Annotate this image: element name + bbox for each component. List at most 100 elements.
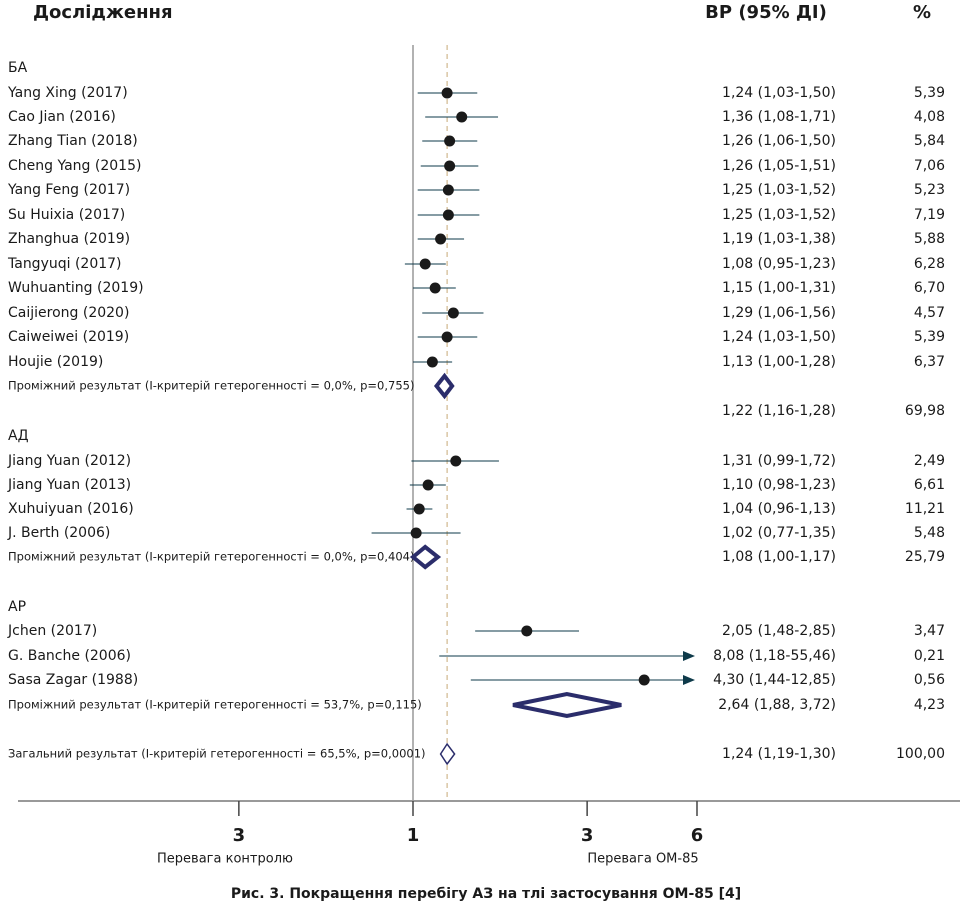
header-weight: % [913, 2, 931, 23]
weight-value: 2,49 [914, 453, 945, 469]
point-estimate [521, 625, 533, 637]
subtotal-effect-value: 1,22 (1,16-1,28) [722, 403, 836, 419]
point-estimate [447, 307, 459, 319]
study-label: Yang Feng (2017) [7, 182, 130, 198]
effect-value: 1,25 (1,03-1,52) [722, 207, 836, 223]
tick-label: 3 [233, 825, 246, 846]
weight-value: 6,70 [914, 280, 945, 296]
group-header: АД [8, 428, 29, 444]
weight-value: 11,21 [905, 501, 945, 517]
study-label: J. Berth (2006) [7, 525, 110, 541]
subtotal-diamond [409, 544, 442, 570]
point-estimate [435, 233, 447, 245]
point-estimate [441, 331, 453, 343]
group-header: АР [8, 599, 26, 615]
study-label: Cao Jian (2016) [8, 109, 116, 125]
effect-value: 1,15 (1,00-1,31) [722, 280, 836, 296]
subtotal-effect-value: 1,08 (1,00-1,17) [722, 549, 836, 565]
effect-value: 1,02 (0,77-1,35) [722, 525, 836, 541]
study-label: Zhanghua (2019) [8, 231, 130, 247]
effect-value: 1,04 (0,96-1,13) [722, 501, 836, 517]
weight-value: 5,39 [914, 85, 945, 101]
study-label: Jiang Yuan (2013) [7, 477, 131, 493]
weight-value: 6,61 [914, 477, 945, 493]
point-estimate [450, 455, 462, 467]
effect-value: 1,24 (1,03-1,50) [722, 329, 836, 345]
subtotal-diamond [433, 372, 455, 400]
weight-value: 5,48 [914, 525, 945, 541]
overall-effect-value: 1,24 (1,19-1,30) [722, 746, 836, 762]
point-estimate [444, 135, 456, 147]
effect-value: 8,08 (1,18-55,46) [713, 648, 836, 664]
favours-om85-label: Перевага ОМ-85 [587, 852, 698, 867]
point-estimate [422, 479, 434, 491]
subtotal-weight-value: 4,23 [914, 697, 945, 713]
subtotal-label: Проміжний результат (I-критерій гетероге… [8, 550, 414, 564]
point-estimate [638, 674, 650, 686]
tick-label: 3 [581, 825, 594, 846]
point-estimate [444, 160, 456, 172]
subtotal-weight-value: 69,98 [905, 403, 945, 419]
weight-value: 0,21 [914, 648, 945, 664]
effect-value: 1,31 (0,99-1,72) [722, 453, 836, 469]
study-label: Jchen (2017) [7, 623, 97, 639]
effect-value: 1,24 (1,03-1,50) [722, 85, 836, 101]
group-header: БА [8, 60, 28, 76]
effect-value: 1,19 (1,03-1,38) [722, 231, 836, 247]
point-estimate [442, 184, 454, 196]
subtotal-label: Проміжний результат (I-критерій гетероге… [8, 379, 414, 393]
overall-label: Загальний результат (I-критерій гетероге… [8, 747, 426, 761]
effect-value: 1,13 (1,00-1,28) [722, 354, 836, 370]
figure-caption: Рис. 3. Покращення перебігу АЗ на тлі за… [231, 886, 741, 902]
study-label: Jiang Yuan (2012) [7, 453, 131, 469]
effect-value: 1,29 (1,06-1,56) [722, 305, 836, 321]
study-label: Sasa Zagar (1988) [8, 672, 138, 688]
study-label: Houjie (2019) [8, 354, 103, 370]
study-label: Tangyuqi (2017) [7, 256, 122, 272]
ci-arrow-icon [683, 651, 695, 661]
point-estimate [426, 356, 438, 368]
weight-value: 5,88 [914, 231, 945, 247]
header-effect: ВР (95% ДІ) [705, 2, 827, 23]
study-label: G. Banche (2006) [8, 648, 131, 664]
point-estimate [429, 282, 441, 294]
effect-value: 1,10 (0,98-1,23) [722, 477, 836, 493]
study-label: Caiweiwei (2019) [8, 329, 129, 345]
weight-value: 4,08 [914, 109, 945, 125]
study-label: Su Huixia (2017) [8, 207, 125, 223]
study-label: Caijierong (2020) [8, 305, 129, 321]
study-label: Cheng Yang (2015) [8, 158, 141, 174]
weight-value: 5,39 [914, 329, 945, 345]
weight-value: 6,28 [914, 256, 945, 272]
favours-control-label: Перевага контролю [157, 852, 293, 867]
point-estimate [419, 258, 431, 270]
effect-value: 4,30 (1,44-12,85) [713, 672, 836, 688]
effect-value: 2,05 (1,48-2,85) [722, 623, 836, 639]
tick-label: 1 [407, 825, 420, 846]
effect-value: 1,25 (1,03-1,52) [722, 182, 836, 198]
study-label: Yang Xing (2017) [7, 85, 128, 101]
effect-value: 1,26 (1,05-1,51) [722, 158, 836, 174]
effect-value: 1,36 (1,08-1,71) [722, 109, 836, 125]
overall-weight-value: 100,00 [896, 746, 945, 762]
subtotal-label: Проміжний результат (I-критерій гетероге… [8, 698, 422, 712]
point-estimate [456, 111, 468, 123]
point-estimate [410, 527, 422, 539]
effect-value: 1,08 (0,95-1,23) [722, 256, 836, 272]
overall-diamond [439, 742, 456, 766]
weight-value: 6,37 [914, 354, 945, 370]
weight-value: 5,23 [914, 182, 945, 198]
subtotal-weight-value: 25,79 [905, 549, 945, 565]
study-label: Wuhuanting (2019) [8, 280, 144, 296]
weight-value: 0,56 [914, 672, 945, 688]
study-label: Xuhuiyuan (2016) [8, 501, 134, 517]
weight-value: 7,06 [914, 158, 945, 174]
study-label: Zhang Tian (2018) [8, 133, 138, 149]
point-estimate [442, 209, 454, 221]
point-estimate [413, 503, 425, 515]
weight-value: 7,19 [914, 207, 945, 223]
point-estimate [441, 87, 453, 99]
subtotal-diamond [512, 691, 622, 719]
